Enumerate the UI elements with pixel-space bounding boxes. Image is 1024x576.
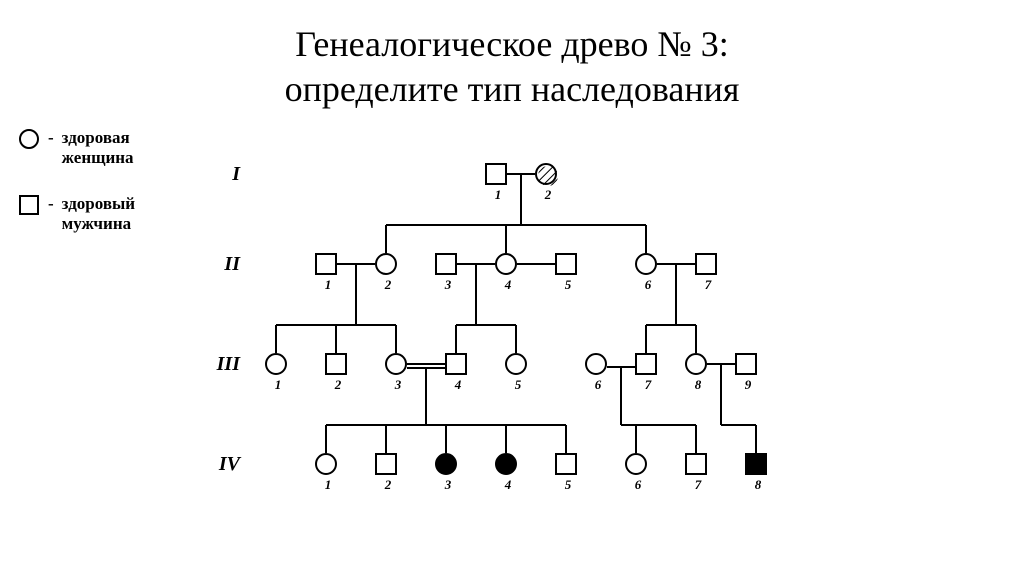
pedigree-node-II7: 7: [695, 253, 717, 275]
pedigree-node-IV5: 5: [555, 453, 577, 475]
pedigree-node-label: 3: [437, 277, 459, 293]
pedigree-node-label: 4: [497, 277, 519, 293]
title-line-2: определите тип наследования: [285, 69, 740, 109]
pedigree-node-III7: 7: [635, 353, 657, 375]
pedigree-node-label: 5: [557, 477, 579, 493]
pedigree-node-label: 9: [737, 377, 759, 393]
pedigree-node-I1: 1: [485, 163, 507, 185]
pedigree-node-III2: 2: [325, 353, 347, 375]
legend-male-text: здоровый мужчина: [62, 194, 135, 234]
pedigree-node-III3: 3: [385, 353, 407, 375]
square-icon: [18, 194, 40, 216]
pedigree-node-IV3: 3: [435, 453, 457, 475]
pedigree-node-III1: 1: [265, 353, 287, 375]
pedigree-node-III4: 4: [445, 353, 467, 375]
legend-dash: -: [48, 128, 54, 148]
pedigree-node-III5: 5: [505, 353, 527, 375]
pedigree-node-label: 5: [557, 277, 579, 293]
pedigree-node-label: 1: [487, 187, 509, 203]
pedigree-node-label: 2: [377, 477, 399, 493]
generation-label: I: [210, 163, 240, 186]
pedigree-node-IV1: 1: [315, 453, 337, 475]
pedigree-node-II1: 1: [315, 253, 337, 275]
generation-label: III: [210, 353, 240, 376]
legend-male: - здоровый мужчина: [18, 194, 135, 234]
pedigree-node-label: 6: [637, 277, 659, 293]
pedigree-node-II5: 5: [555, 253, 577, 275]
pedigree-node-label: 5: [507, 377, 529, 393]
pedigree-node-II4: 4: [495, 253, 517, 275]
pedigree-node-label: 3: [437, 477, 459, 493]
pedigree-node-label: 7: [687, 477, 709, 493]
pedigree-node-II3: 3: [435, 253, 457, 275]
pedigree-node-I2: 2: [535, 163, 557, 185]
legend-female: - здоровая женщина: [18, 128, 135, 168]
pedigree-node-label: 6: [627, 477, 649, 493]
pedigree-node-label: 7: [637, 377, 659, 393]
pedigree-node-label: 3: [387, 377, 409, 393]
pedigree-node-III9: 9: [735, 353, 757, 375]
pedigree-node-label: 2: [327, 377, 349, 393]
pedigree-node-III8: 8: [685, 353, 707, 375]
pedigree-node-label: 4: [447, 377, 469, 393]
generation-label: II: [210, 253, 240, 276]
pedigree-node-III6: 6: [585, 353, 607, 375]
pedigree-node-IV8: 8: [745, 453, 767, 475]
pedigree-node-IV6: 6: [625, 453, 647, 475]
pedigree-node-label: 4: [497, 477, 519, 493]
pedigree-node-label: 1: [267, 377, 289, 393]
pedigree-node-label: 2: [377, 277, 399, 293]
legend-female-text: здоровая женщина: [62, 128, 134, 168]
pedigree-node-IV4: 4: [495, 453, 517, 475]
pedigree-node-IV2: 2: [375, 453, 397, 475]
legend-dash: -: [48, 194, 54, 214]
pedigree-node-label: 1: [317, 477, 339, 493]
pedigree-node-label: 2: [537, 187, 559, 203]
generation-label: IV: [210, 453, 240, 476]
page-title: Генеалогическое древо № 3: определите ти…: [0, 0, 1024, 112]
pedigree-node-IV7: 7: [685, 453, 707, 475]
pedigree-node-label: 1: [317, 277, 339, 293]
pedigree-node-II2: 2: [375, 253, 397, 275]
circle-icon: [18, 128, 40, 150]
pedigree-node-label: 7: [697, 277, 719, 293]
pedigree-node-label: 8: [687, 377, 709, 393]
legend: - здоровая женщина - здоровый мужчина: [18, 128, 135, 260]
pedigree-node-label: 8: [747, 477, 769, 493]
pedigree-node-II6: 6: [635, 253, 657, 275]
title-line-1: Генеалогическое древо № 3:: [295, 24, 728, 64]
pedigree-node-label: 6: [587, 377, 609, 393]
pedigree-chart: IIIIIIIV12123456712345678912345678: [260, 155, 800, 555]
